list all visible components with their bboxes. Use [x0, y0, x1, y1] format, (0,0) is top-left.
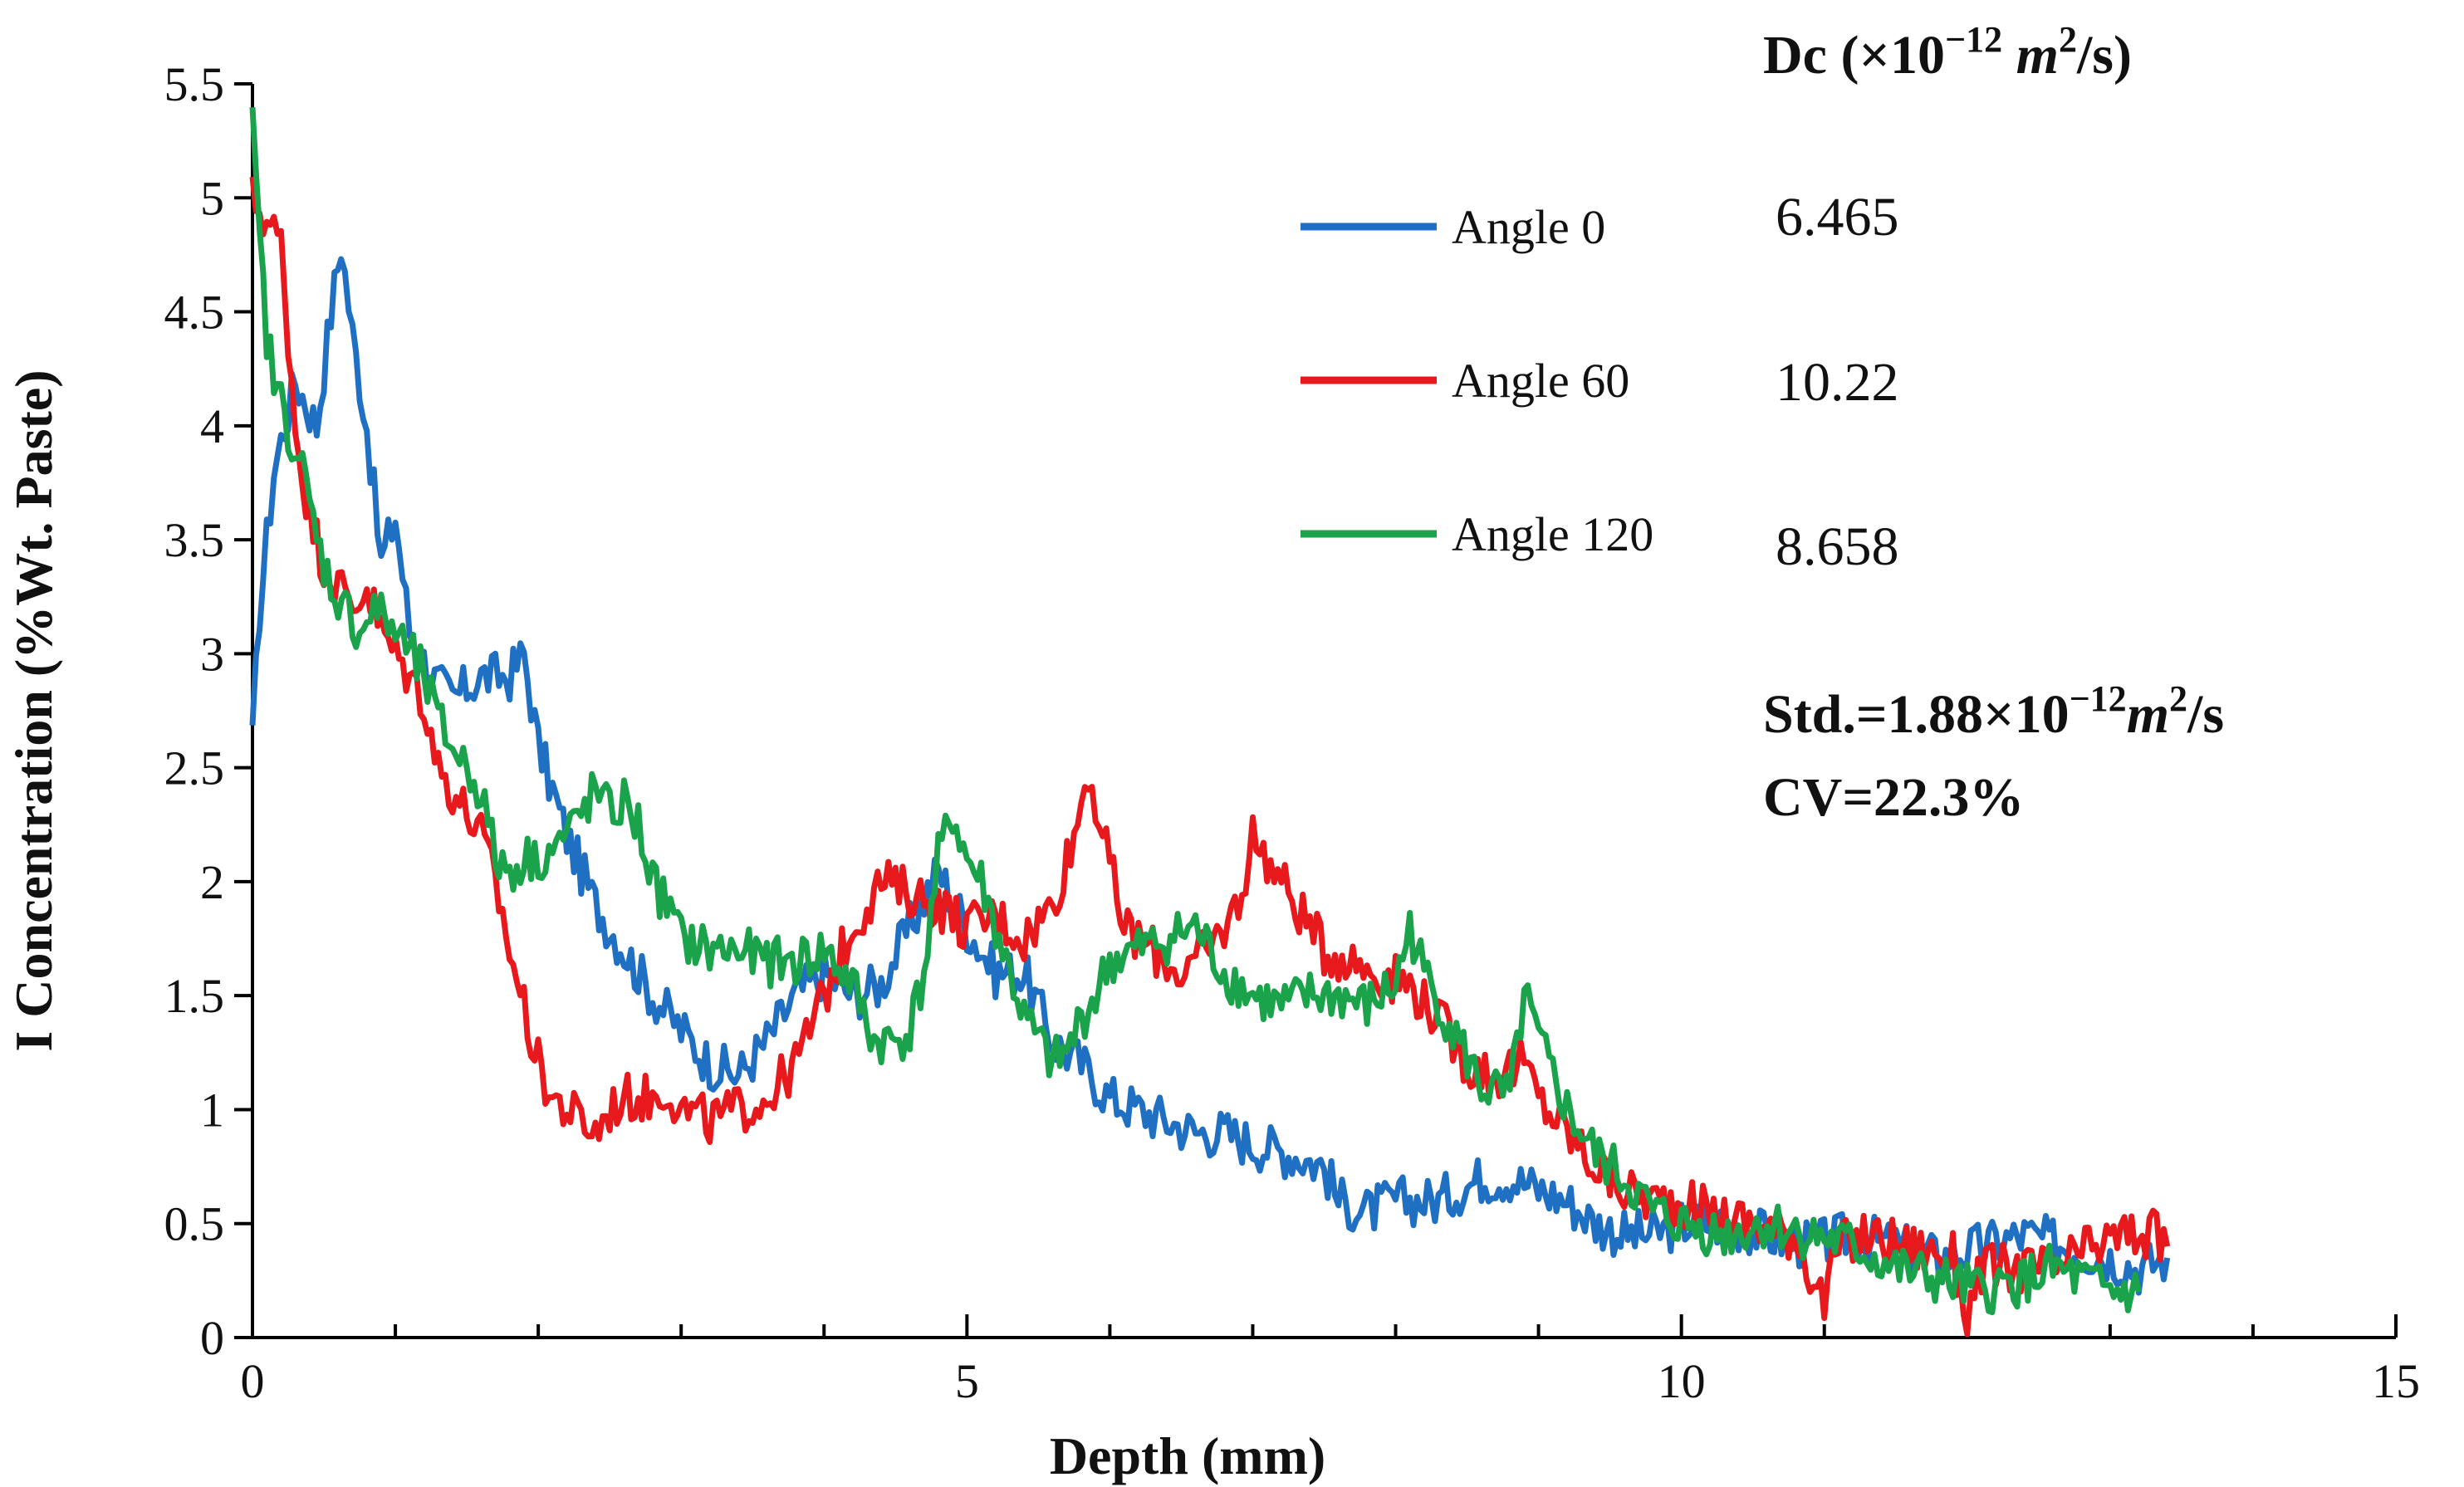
- dc-value-angle-60: 10.22: [1776, 352, 1899, 413]
- y-axis-title: I Concentration (%Wt. Paste): [4, 369, 63, 1051]
- cv-annotation: CV=22.3%: [1763, 767, 2024, 828]
- legend: Angle 0 6.465 Angle 60 10.22 Angle 120 8…: [1301, 187, 1899, 577]
- x-axis-ticks: 0 5 10 15: [241, 1314, 2420, 1408]
- y-tick-label: 0: [200, 1311, 224, 1365]
- y-tick-label: 3: [200, 627, 224, 681]
- legend-label-angle-0: Angle 0: [1452, 200, 1605, 254]
- y-tick-label: 1: [200, 1083, 224, 1137]
- std-exponent: −12: [2070, 678, 2127, 719]
- y-tick-label: 0.5: [164, 1197, 225, 1251]
- y-tick-label: 4.5: [164, 286, 225, 340]
- y-tick-label: 2: [200, 855, 224, 909]
- series-layer: [249, 107, 2171, 1338]
- x-tick-label: 5: [955, 1354, 979, 1408]
- y-tick-label: 2.5: [164, 741, 225, 795]
- dc-value-angle-120: 8.658: [1776, 516, 1899, 577]
- x-tick-label: 10: [1658, 1354, 1706, 1408]
- y-axis-ticks: 0 0.5 1 1.5 2 2.5 3 3.5 4 4.5 5 5.5: [164, 57, 252, 1365]
- std-prefix: Std.=1.88×10: [1763, 684, 2070, 745]
- std-unit-base: m: [2127, 684, 2169, 745]
- x-tick-label: 15: [2372, 1354, 2420, 1408]
- series-line-angle-120: [249, 107, 2142, 1316]
- legend-label-angle-120: Angle 120: [1452, 507, 1653, 561]
- x-tick-label: 0: [241, 1354, 265, 1408]
- y-tick-label: 5.5: [164, 57, 225, 111]
- dc-header-suffix: /s): [2076, 25, 2132, 86]
- y-tick-label: 4: [200, 399, 224, 453]
- dc-header-unit-base: m: [2016, 25, 2059, 86]
- x-axis-title: Depth (mm): [1050, 1426, 1325, 1485]
- y-tick-label: 3.5: [164, 513, 225, 567]
- dc-header: Dc (×10−12 m2/s): [1763, 19, 2132, 86]
- dc-header-prefix: Dc (×10: [1763, 25, 1945, 86]
- std-suffix: /s: [2187, 684, 2224, 745]
- dc-header-unit-exponent: 2: [2059, 19, 2077, 60]
- legend-label-angle-60: Angle 60: [1452, 354, 1629, 408]
- y-tick-label: 1.5: [164, 969, 225, 1023]
- dc-header-exponent: −12: [1945, 19, 2002, 60]
- y-tick-label: 5: [200, 171, 224, 225]
- dc-value-angle-0: 6.465: [1776, 187, 1899, 247]
- std-annotation: Std.=1.88×10−12m2/s: [1763, 678, 2224, 745]
- std-unit-exponent: 2: [2169, 678, 2187, 719]
